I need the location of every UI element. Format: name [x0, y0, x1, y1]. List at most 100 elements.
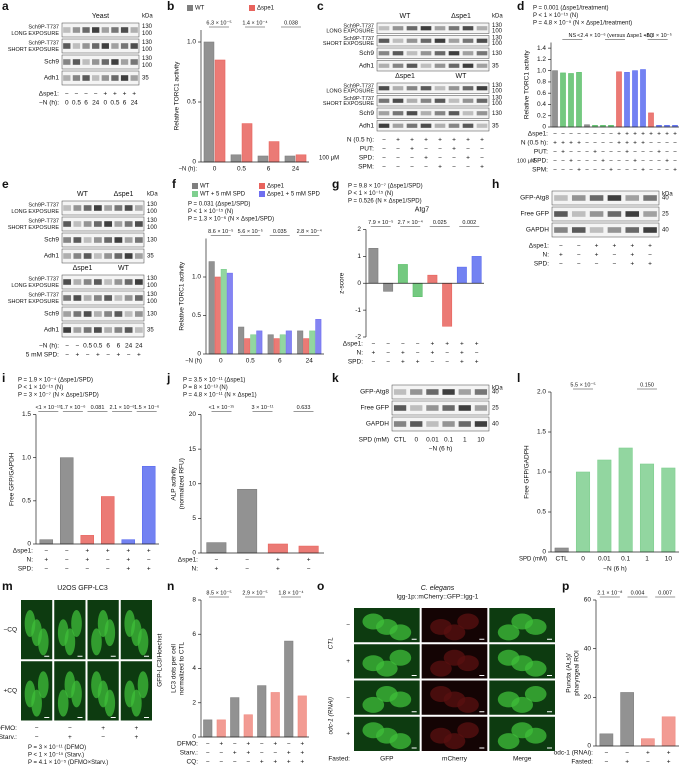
- y-tick-label: -1: [355, 307, 361, 314]
- blot-band: [93, 237, 102, 243]
- blot-band: [73, 221, 82, 227]
- blot-band: [93, 279, 102, 285]
- stat-text: P < 1 × 10⁻¹⁵ (N): [348, 190, 393, 197]
- condition-cell: −: [371, 341, 375, 348]
- micrograph-cell: [524, 686, 547, 702]
- condition-cell: −: [649, 149, 653, 156]
- row-label: −CQ: [3, 626, 17, 633]
- y-tick-label: 0.2: [537, 112, 546, 119]
- blot-band: [442, 421, 455, 427]
- condition-cell: −: [410, 164, 414, 171]
- condition-cell: −: [553, 131, 557, 138]
- p-value: 0.150: [640, 382, 654, 388]
- condition-label: −N (h):: [39, 100, 59, 107]
- blot-band: [92, 59, 100, 65]
- condition-cell: 0.5: [93, 343, 102, 350]
- condition-cell: +: [300, 750, 304, 757]
- blot-strip: [551, 222, 660, 238]
- blot-band: [92, 27, 100, 33]
- row-group: CTL: [328, 637, 335, 650]
- stat-text: P = 3 × 10⁻¹¹ (DFMO): [28, 745, 86, 751]
- condition-cell: +: [613, 243, 617, 250]
- legend-label: WT: [200, 184, 210, 190]
- condition-cell: +: [123, 91, 127, 98]
- blot-band: [73, 295, 82, 301]
- blot-band: [476, 98, 488, 103]
- legend-label: WT + 5 mM SPD: [200, 192, 246, 198]
- condition-cell: +: [633, 131, 637, 138]
- row-label: Sch9P-T737: [343, 24, 374, 30]
- micrograph-cell: [430, 660, 452, 677]
- y-axis-label: normalized to CTL: [179, 642, 186, 695]
- condition-cell: −: [396, 155, 400, 162]
- bar: [620, 692, 634, 747]
- x-tick-label: 6: [267, 166, 271, 173]
- legend-label: Δspe1: [267, 184, 285, 190]
- bar: [273, 338, 280, 355]
- stat-text: P = 9.8 × 10⁻⁷ (Δspe1/SPD): [348, 183, 423, 190]
- row-label: Sch9P-T737: [28, 277, 59, 283]
- y-axis-label: pharyngeal ROI: [574, 650, 581, 696]
- blot-band: [83, 295, 92, 301]
- condition-label: SPD:: [359, 155, 374, 162]
- kda-marker: 40: [492, 422, 499, 428]
- row-sublabel: SHORT EXPOSURE: [8, 299, 59, 305]
- kda-marker: 100: [492, 41, 503, 47]
- kda-marker: 35: [142, 76, 149, 82]
- condition-cell: 24: [125, 343, 133, 350]
- panel-letter: b: [167, 0, 174, 13]
- condition-cell: +: [553, 140, 557, 147]
- condition-cell: +: [287, 759, 291, 766]
- condition-cell: −: [577, 252, 581, 259]
- blot-strip: [61, 200, 145, 216]
- bar: [39, 539, 54, 545]
- condition-label: Δspe1:: [529, 243, 549, 250]
- bar: [214, 276, 221, 355]
- kda-marker: 130: [492, 23, 503, 29]
- condition-cell: −: [609, 149, 613, 156]
- blot-band: [392, 98, 404, 103]
- condition-cell: −: [601, 167, 605, 174]
- condition-cell: +: [452, 146, 456, 153]
- condition-cell: −: [65, 91, 69, 98]
- y-tick-label: 15: [189, 446, 197, 453]
- row-label: −: [346, 694, 350, 701]
- condition-label: SPD:: [533, 158, 548, 165]
- y-tick-label: 0: [542, 549, 546, 556]
- condition-cell: −: [246, 759, 250, 766]
- y-tick-label: 0.4: [537, 101, 546, 108]
- p-value: 0.081: [91, 405, 105, 411]
- blot-band: [420, 51, 432, 56]
- p-value: 2.7 × 10⁻⁴: [398, 219, 424, 226]
- row-header: Fasted:: [328, 756, 350, 763]
- bar: [295, 154, 307, 163]
- y-tick-label: 1.0: [192, 274, 201, 281]
- blot-band: [120, 27, 129, 33]
- blot-band: [104, 327, 113, 333]
- condition-cell: −: [35, 725, 39, 732]
- micrograph-cell: [104, 689, 116, 717]
- micrograph-cell: [457, 722, 479, 739]
- condition-cell: 24: [131, 100, 139, 107]
- kda-marker: 130: [142, 56, 153, 62]
- kda-marker: 130: [142, 40, 153, 46]
- p-value: 0.633: [297, 405, 311, 411]
- stat-text: P = 0.001 (Δspe1/treatment): [533, 6, 608, 12]
- blot-band: [406, 51, 418, 56]
- blot-band: [434, 38, 446, 43]
- blot-strip: [61, 216, 145, 232]
- stat-text: P < 1 × 10⁻¹⁵ (N): [188, 208, 233, 215]
- blot-band: [392, 86, 404, 91]
- blot-band: [120, 43, 129, 49]
- condition-cell: +: [126, 548, 130, 555]
- blot-band: [448, 86, 460, 91]
- y-axis-label: (normalized RFU): [179, 458, 186, 509]
- condition-cell: −: [577, 149, 581, 156]
- micrograph-cell: [376, 660, 398, 677]
- bar: [554, 547, 569, 553]
- condition-cell: −: [641, 149, 645, 156]
- kda-marker: 40: [492, 390, 499, 396]
- condition-cell: +: [276, 566, 280, 573]
- y-tick-label: 0: [197, 351, 201, 358]
- blot-strip: [376, 35, 490, 47]
